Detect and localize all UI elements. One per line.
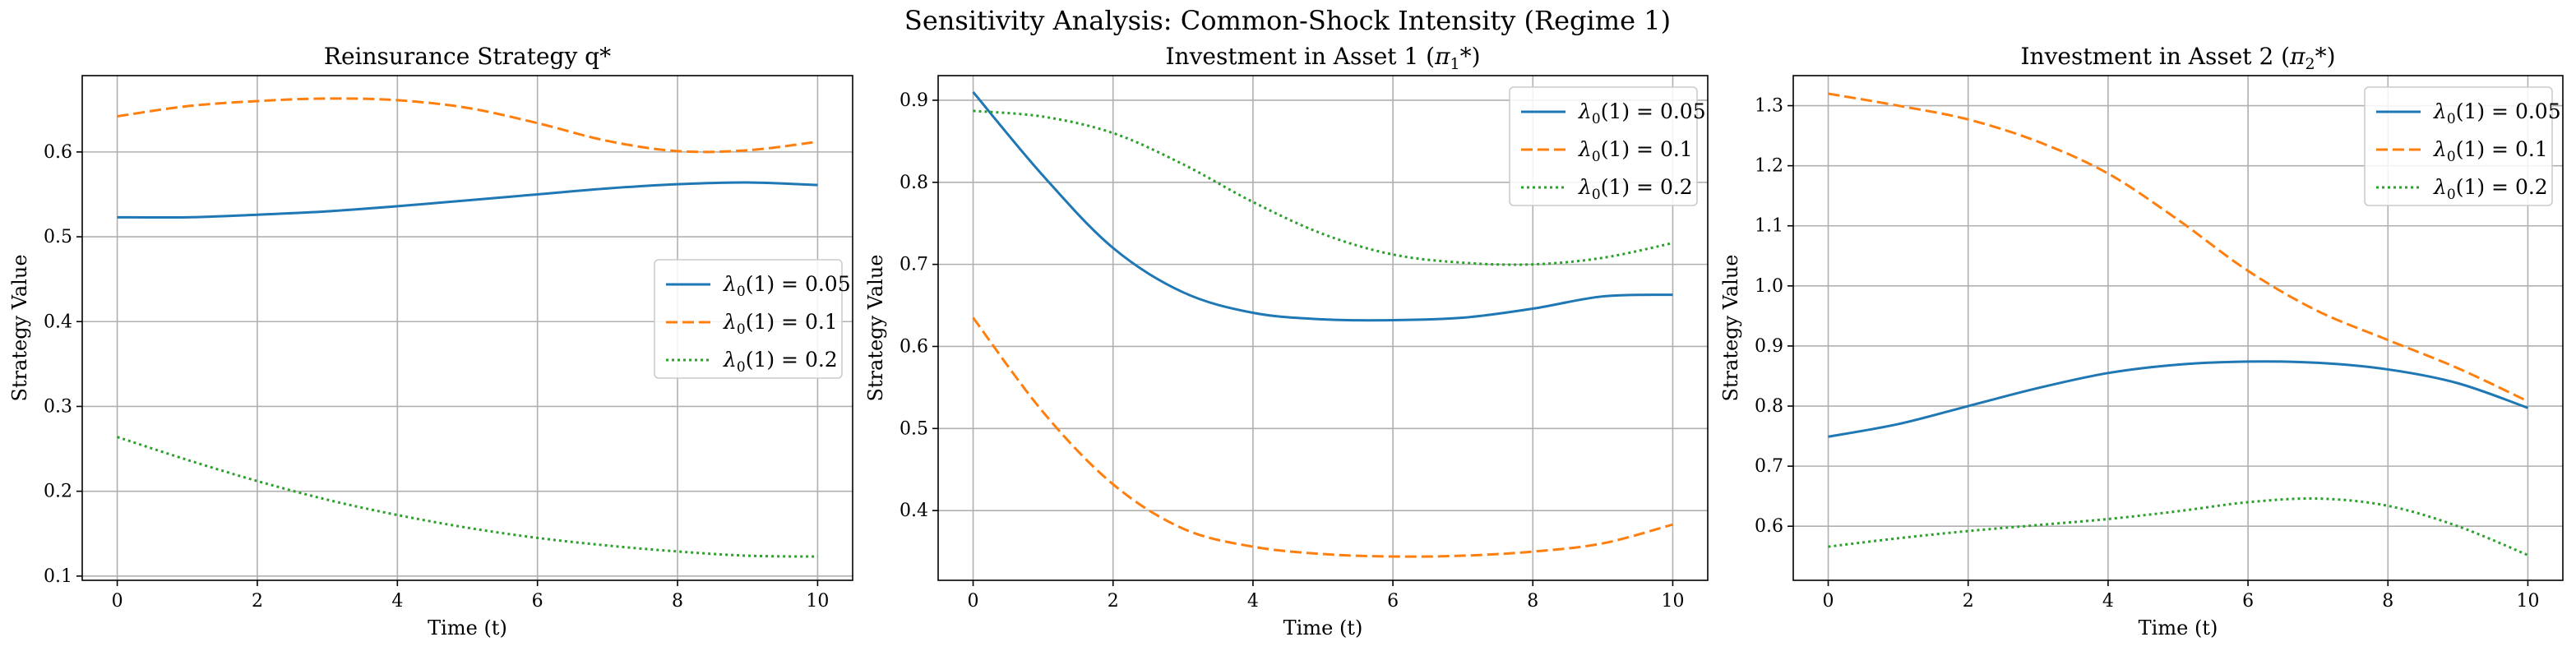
- panel-title: Investment in Asset 2 (π2*): [2020, 43, 2335, 73]
- y-tick-label: 0.7: [900, 255, 928, 275]
- legend-label-2: λ0(1) = 0.1: [1578, 137, 1693, 165]
- x-tick-label: 8: [672, 591, 683, 612]
- series-line-1: [117, 181, 818, 219]
- y-tick-label: 0.6: [44, 142, 72, 163]
- series-line-3: [117, 436, 818, 558]
- series-line-1: [972, 91, 1673, 322]
- plot-frame: [81, 75, 853, 581]
- chart-panel-2: 0 2 4 6 8 10 0.4 0.5 0.6 0.7 0.8 0.9 Investment in A…: [864, 43, 1709, 639]
- legend-label-3: λ0(1) = 0.2: [1578, 175, 1693, 203]
- x-tick-label: 0: [968, 591, 979, 612]
- y-axis-label: Strategy Value: [864, 254, 887, 401]
- legend-box: [1509, 86, 1698, 206]
- legend-label-2: λ0(1) = 0.1: [2433, 137, 2548, 165]
- x-tick-label: 4: [2102, 591, 2114, 612]
- chart-panel-1: 0 2 4 6 8 10 0.1 0.2 0.3 0.4 0.5 0.6 Reinsurance Str…: [8, 43, 853, 639]
- panel-title: Reinsurance Strategy q*: [324, 43, 611, 70]
- y-tick-label: 0.6: [900, 336, 928, 357]
- y-tick-label: 1.0: [1755, 276, 1783, 297]
- x-tick-label: 8: [1527, 591, 1538, 612]
- y-tick-label: 0.6: [1755, 516, 1783, 537]
- legend-label-2: λ0(1) = 0.1: [723, 310, 838, 338]
- x-tick-label: 2: [252, 591, 263, 612]
- x-tick-label: 10: [806, 591, 829, 612]
- y-tick-label: 1.3: [1755, 96, 1783, 117]
- y-tick-label: 0.2: [44, 482, 72, 502]
- y-tick-label: 0.8: [1755, 396, 1783, 417]
- legend-label-1: λ0(1) = 0.05: [2433, 99, 2561, 127]
- series-line-1: [1828, 360, 2528, 438]
- x-axis-label: Time (t): [2139, 616, 2218, 639]
- legend-label-3: λ0(1) = 0.2: [2433, 175, 2548, 203]
- y-tick-label: 0.3: [44, 396, 72, 417]
- plot-frame: [1792, 75, 2564, 581]
- y-tick-label: 0.8: [900, 173, 928, 193]
- legend: λ0(1) = 0.05 λ0(1) = 0.1 λ0(1) = 0.2: [2364, 86, 2561, 206]
- series-line-3: [1828, 496, 2529, 556]
- x-tick-label: 0: [112, 591, 123, 612]
- y-tick-label: 0.5: [44, 227, 72, 247]
- legend-label-3: λ0(1) = 0.2: [723, 348, 838, 376]
- legend-label-1: λ0(1) = 0.05: [723, 272, 851, 300]
- legend-box: [654, 259, 843, 379]
- y-tick-label: 1.1: [1755, 216, 1783, 237]
- y-axis-label: Strategy Value: [8, 254, 31, 401]
- series-line-2: [972, 316, 1673, 558]
- y-tick-label: 0.9: [900, 90, 928, 111]
- series-line-2: [117, 97, 818, 154]
- x-tick-label: 8: [2382, 591, 2393, 612]
- x-tick-label: 6: [2242, 591, 2254, 612]
- x-tick-label: 2: [1108, 591, 1119, 612]
- chart-panel-3: 0 2 4 6 8 10 0.6 0.7 0.8 0.9 1.0 1.1 1.2 1.3 Investmen…: [1719, 43, 2564, 639]
- x-tick-label: 6: [1387, 591, 1399, 612]
- y-tick-label: 0.9: [1755, 336, 1783, 357]
- y-tick-label: 0.7: [1755, 456, 1783, 477]
- x-tick-label: 10: [2516, 591, 2539, 612]
- legend-label-1: λ0(1) = 0.05: [1578, 99, 1706, 127]
- x-tick-label: 4: [1247, 591, 1259, 612]
- x-axis-label: Time (t): [1283, 616, 1363, 639]
- series-line-2: [1828, 92, 2529, 403]
- x-axis-label: Time (t): [428, 616, 507, 639]
- x-tick-label: 0: [1823, 591, 1834, 612]
- series-line-3: [973, 109, 1673, 266]
- legend: λ0(1) = 0.05 λ0(1) = 0.1 λ0(1) = 0.2: [654, 259, 851, 379]
- legend: λ0(1) = 0.05 λ0(1) = 0.1 λ0(1) = 0.2: [1509, 86, 1706, 206]
- legend-box: [2364, 86, 2553, 206]
- x-tick-label: 2: [1963, 591, 1974, 612]
- y-axis-label: Strategy Value: [1719, 254, 1742, 401]
- x-tick-label: 4: [391, 591, 403, 612]
- y-tick-label: 0.4: [44, 312, 72, 332]
- y-tick-label: 1.2: [1755, 156, 1783, 177]
- x-tick-label: 10: [1661, 591, 1684, 612]
- y-tick-label: 0.4: [900, 501, 928, 521]
- x-tick-label: 6: [532, 591, 543, 612]
- y-tick-label: 0.5: [900, 418, 928, 439]
- figure-title: Sensitivity Analysis: Common-Shock Inten…: [904, 5, 1671, 36]
- y-tick-label: 0.1: [44, 566, 72, 587]
- chart-panels: 0 2 4 6 8 10 0.1 0.2 0.3 0.4 0.5 0.6 Reinsurance Str…: [8, 43, 2564, 639]
- plot-frame: [937, 75, 1709, 581]
- panel-title: Investment in Asset 1 (π1*): [1165, 43, 1480, 73]
